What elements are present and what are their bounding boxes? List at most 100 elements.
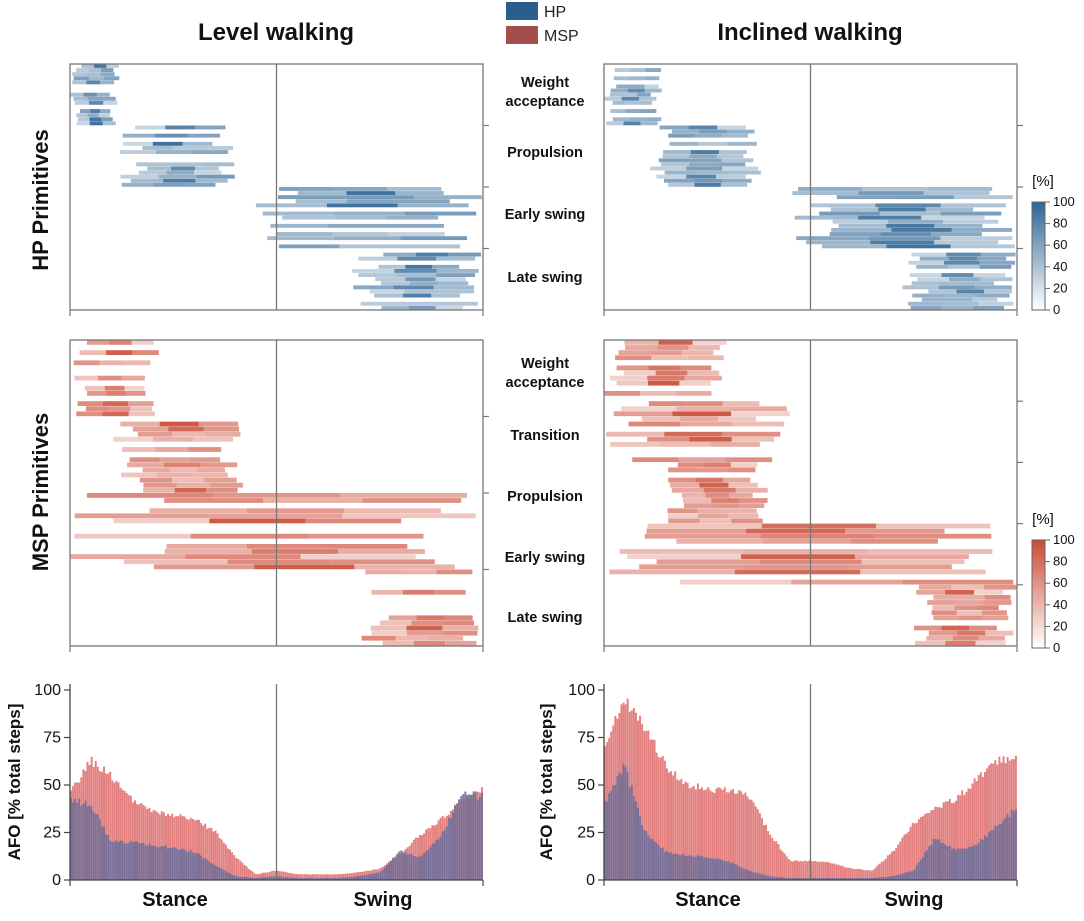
afo-bar-msp	[779, 849, 782, 880]
afo-bar-hp	[936, 839, 939, 880]
afo-bar-msp	[917, 819, 920, 880]
heatmap-cell	[949, 277, 981, 282]
afo-bar-hp	[758, 873, 761, 880]
heatmap-cell	[297, 191, 347, 195]
phase-swing-level: Swing	[354, 889, 413, 911]
heatmap-cell	[668, 513, 699, 519]
heatmap-cell	[103, 100, 118, 105]
afo-bar-hp	[855, 878, 858, 880]
afo-bar-hp	[357, 876, 359, 880]
afo-bar-hp	[771, 876, 774, 880]
heatmap-cell	[163, 178, 196, 183]
heatmap-cell	[604, 391, 640, 396]
afo-bar-hp	[474, 792, 477, 880]
heatmap-cell	[87, 340, 110, 345]
heatmap-cell	[362, 498, 462, 503]
afo-bar-hp	[839, 878, 842, 880]
afo-bar-hp	[319, 878, 322, 880]
afo-bar-msp	[847, 867, 850, 880]
afo-bar-msp	[709, 790, 712, 880]
afo-bar-hp	[810, 878, 813, 880]
heatmap-cell	[616, 365, 649, 371]
colorbar-tick-label: 20	[1053, 618, 1067, 633]
afo-bar-msp	[663, 760, 666, 880]
afo-ylabel-inclined: AFO [% total steps]	[537, 704, 556, 861]
afo-bar-hp	[425, 851, 428, 880]
afo-bar-hp	[977, 842, 980, 880]
afo-bar-hp	[983, 835, 986, 880]
afo-bar-msp	[839, 865, 842, 880]
afo-bar-hp	[674, 853, 677, 880]
afo-bar-msp	[651, 739, 654, 880]
heatmap-cell	[689, 154, 717, 159]
heatmap-cell	[74, 375, 98, 381]
heatmap-cell	[246, 508, 344, 514]
afo-bar-hp	[175, 847, 178, 880]
afo-bar-hp	[276, 876, 279, 880]
heatmap-cell	[931, 610, 957, 616]
msp-label-propulsion: Propulsion	[507, 489, 583, 505]
afo-bar-hp	[734, 864, 737, 880]
afo-bar-msp	[734, 793, 737, 880]
heatmap-cell	[980, 252, 1016, 257]
afo-bar-hp	[950, 849, 953, 880]
afo-bar-hp	[862, 878, 865, 880]
afo-bar-msp	[255, 874, 258, 880]
heatmap-cell	[760, 533, 876, 539]
afo-bar-hp	[278, 876, 281, 880]
heatmap-cell	[680, 579, 792, 585]
heatmap-cell	[379, 620, 412, 626]
heatmap-cell	[185, 554, 301, 559]
afo-bar-hp	[117, 842, 120, 880]
afo-bar-msp	[191, 818, 194, 880]
heatmap-cell	[339, 244, 400, 249]
heatmap-cell	[668, 182, 695, 187]
afo-bar-msp	[820, 861, 823, 880]
heatmap-cell	[656, 345, 689, 350]
heatmap-cell	[621, 406, 677, 412]
heatmap-cell	[705, 493, 729, 498]
afo-bar-hp	[480, 792, 483, 880]
heatmap-cell	[79, 350, 106, 355]
afo-bar-msp	[969, 788, 972, 880]
afo-bar-hp	[251, 877, 254, 880]
heatmap-inclined-hp	[603, 63, 1023, 316]
afo-bar-msp	[251, 871, 254, 880]
heatmap-cell	[639, 96, 657, 101]
afo-bar-hp	[858, 878, 860, 880]
afo-bar-hp	[468, 794, 471, 880]
heatmap-cell	[943, 219, 999, 224]
heatmap-cell	[200, 462, 238, 468]
heatmap-cell	[381, 305, 409, 310]
afo-bar-hp	[456, 804, 459, 880]
heatmap-cell	[729, 493, 753, 498]
heatmap-cell	[616, 84, 631, 89]
heatmap-cell	[658, 340, 693, 345]
heatmap-cell	[77, 117, 90, 122]
heatmap-cell	[89, 117, 102, 122]
msp-primitive-labels: Weight Transition Propulsion Early swing…	[505, 356, 586, 626]
afo-bar-hp	[216, 866, 219, 880]
heatmap-cell	[716, 174, 746, 179]
afo-bar-msp	[115, 780, 118, 880]
heatmap-cell	[912, 293, 945, 298]
heatmap-cell	[347, 199, 399, 204]
afo-bar-hp	[406, 854, 409, 880]
heatmap-cell	[386, 223, 444, 228]
afo-bar-msp	[129, 795, 132, 880]
heatmap-cell	[610, 109, 626, 113]
heatmap-cell	[332, 232, 389, 236]
afo-bar-hp	[754, 872, 757, 880]
heatmap-cell	[96, 92, 110, 97]
heatmap-cell	[100, 72, 115, 77]
heatmap-cell	[331, 559, 435, 565]
heatmap-cell	[720, 182, 748, 187]
afo-bar-msp	[266, 872, 269, 880]
heatmap-cell	[86, 72, 101, 77]
afo-bar-hp	[684, 856, 687, 880]
heatmap-cell	[87, 391, 107, 396]
afo-bar-hp	[154, 846, 157, 880]
afo-bar-msp	[212, 831, 215, 880]
afo-bar-hp	[94, 813, 97, 880]
heatmap-cell	[735, 487, 768, 493]
